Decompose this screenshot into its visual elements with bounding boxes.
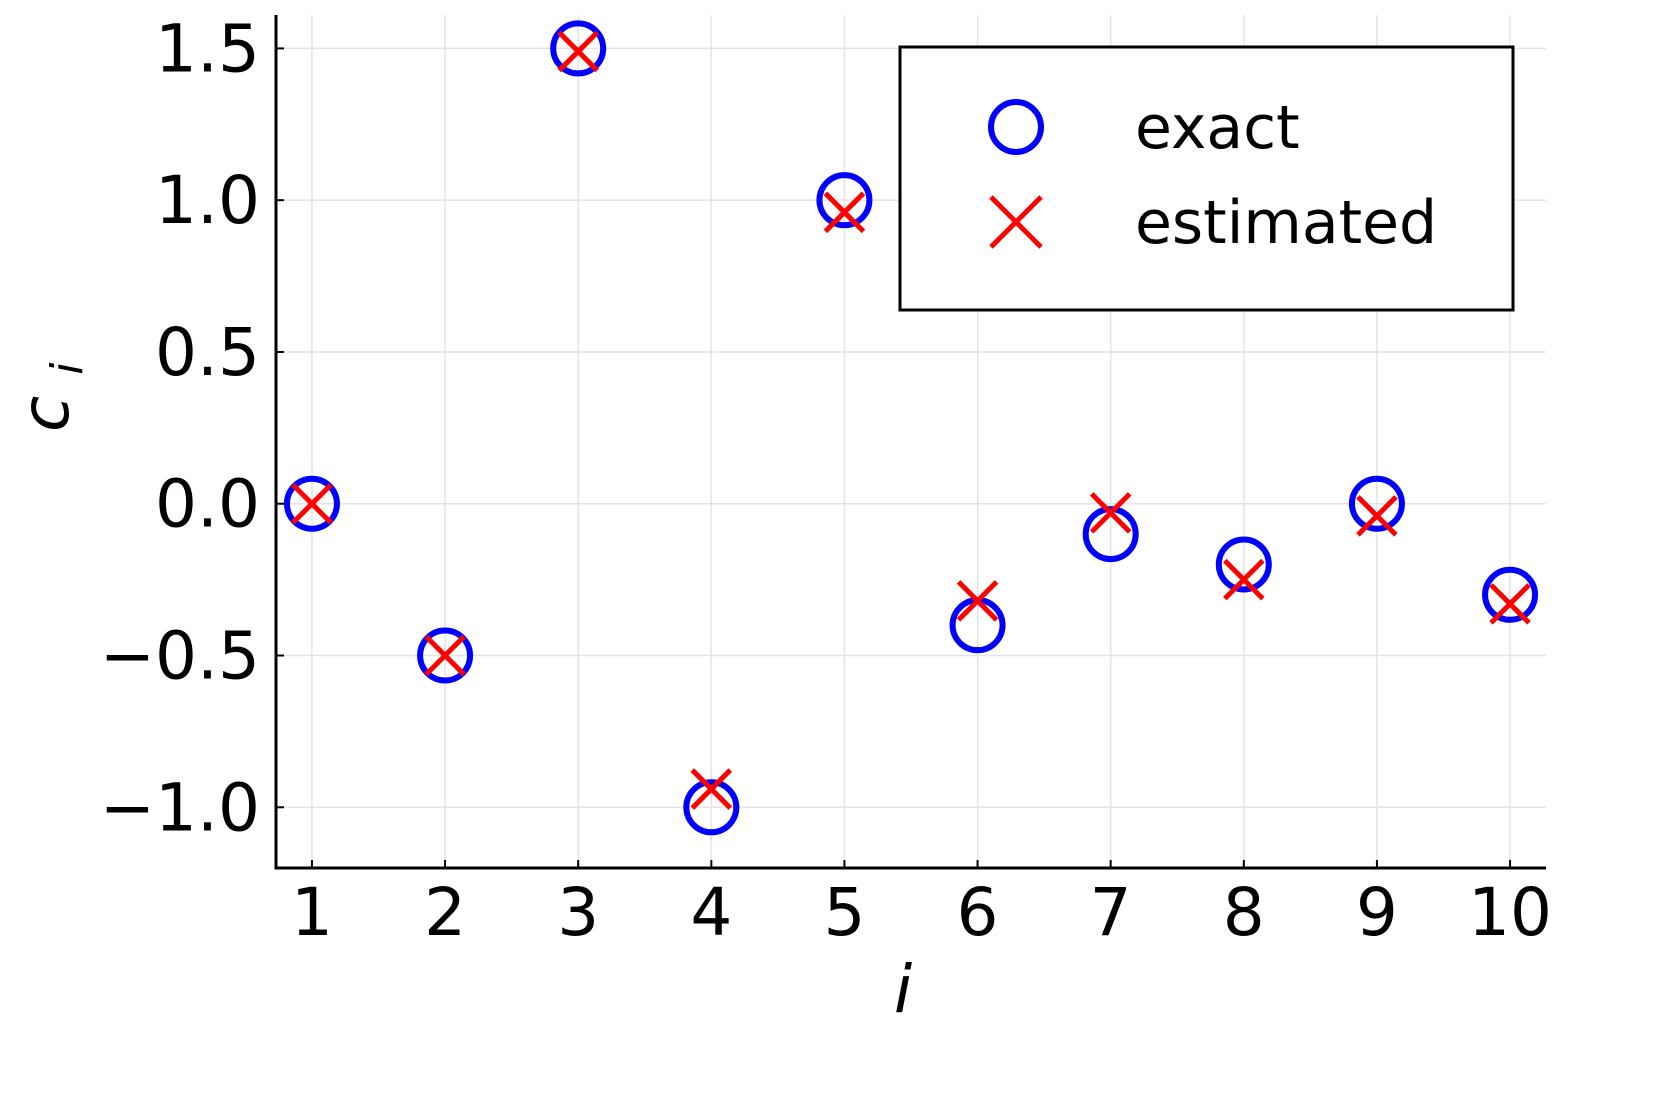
y-tick-label: 0.0 [155, 466, 260, 543]
point-estimated [1356, 495, 1398, 537]
point-exact [417, 627, 474, 684]
cross-stroke [989, 195, 1043, 249]
point-estimated [291, 482, 333, 525]
x-tick-label: 4 [690, 874, 732, 951]
data-points [283, 20, 1539, 836]
axes [274, 15, 1546, 870]
point-estimated [557, 30, 599, 73]
y-tick-label: −1.0 [100, 769, 260, 846]
point-estimated [1489, 583, 1531, 625]
legend-marker-circle [988, 99, 1044, 155]
y-tick-label: 0.5 [155, 314, 260, 391]
point-exact [1348, 475, 1405, 532]
point-exact [1082, 506, 1139, 563]
tick-labels: 1 2 3 4 5 6 7 8 9 10 −1.0 −0.5 0.0 0.5 1.0 1.5 [100, 10, 1552, 951]
y-axis-label: c i [7, 362, 93, 432]
legend-box [898, 45, 1515, 312]
legend: exact estimated [898, 45, 1515, 312]
x-tick-label: 9 [1356, 874, 1398, 951]
point-estimated [424, 634, 466, 677]
cross-stroke [1356, 495, 1398, 537]
cross-stroke [956, 580, 999, 622]
y-tick-label: −0.5 [100, 618, 260, 695]
point-estimated [823, 191, 866, 234]
x-tick-label: 8 [1223, 874, 1265, 951]
y-tick-label: 1.5 [155, 10, 260, 87]
y-tick-label: 1.0 [155, 162, 260, 239]
x-tick-label: 7 [1090, 874, 1132, 951]
point-estimated [1223, 558, 1265, 601]
x-tick-label: 2 [424, 874, 466, 951]
x-axis-label: i [894, 951, 913, 1028]
cross-stroke [690, 768, 733, 810]
legend-marker-cross [989, 195, 1043, 249]
point-exact [1215, 536, 1272, 593]
point-estimated [1089, 492, 1132, 534]
legend-label: exact [1135, 93, 1300, 163]
cross-stroke [1223, 558, 1265, 601]
cross-stroke [1489, 583, 1531, 625]
point-exact [550, 20, 607, 77]
legend-label: estimated [1135, 188, 1437, 258]
cross-stroke [291, 482, 333, 525]
x-tick-label: 5 [823, 874, 865, 951]
cross-stroke [823, 191, 866, 234]
cross-stroke [424, 634, 466, 677]
x-tick-label: 1 [291, 874, 333, 951]
point-exact [1482, 566, 1539, 623]
x-tick-label: 3 [557, 874, 599, 951]
point-estimated [690, 768, 733, 810]
cross-stroke [1089, 492, 1132, 534]
legend-items: exact estimated [988, 93, 1437, 258]
point-estimated [956, 580, 999, 622]
point-exact [283, 475, 340, 532]
point-exact [816, 172, 873, 229]
point-exact [683, 779, 740, 836]
x-tick-label: 10 [1468, 874, 1552, 951]
y-axis-label-main: c [7, 396, 84, 432]
x-tick-label: 6 [957, 874, 999, 951]
y-axis-label-subscript: i [42, 362, 93, 375]
cross-stroke [557, 30, 599, 73]
